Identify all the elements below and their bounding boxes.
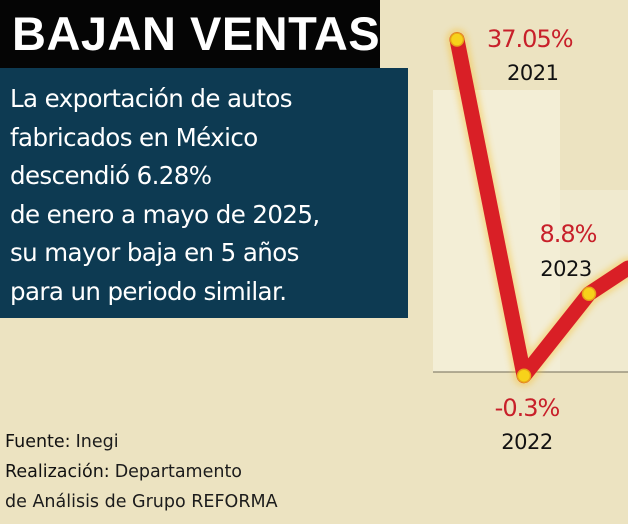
value-label-2022: -0.3%: [495, 394, 560, 422]
summary-line: descendió 6.28%: [10, 161, 212, 190]
title-box: BAJAN VENTAS: [0, 0, 380, 68]
made-line: Realización: Departamento: [5, 457, 278, 487]
data-point-2023: [581, 286, 597, 302]
summary-line: su mayor baja en 5 años: [10, 238, 299, 267]
headline: BAJAN VENTAS: [12, 7, 381, 60]
credits: Fuente: Inegi Realización: Departamento …: [5, 427, 278, 517]
data-point-2022: [516, 368, 532, 383]
year-label-2022: 2022: [501, 430, 552, 454]
summary-panel: La exportación de autos fabricados en Mé…: [0, 68, 408, 318]
value-label-2021: 37.05%: [487, 25, 573, 53]
made-label: Realización:: [5, 462, 110, 482]
value-label-2023: 8.8%: [540, 220, 597, 248]
source-value: Inegi: [75, 432, 119, 452]
series-line: [449, 32, 628, 384]
year-label-2021: 2021: [507, 61, 558, 85]
source-label: Fuente:: [5, 432, 71, 452]
made-line-2: de Análisis de Grupo REFORMA: [5, 492, 278, 512]
summary-line: para un periodo similar.: [10, 276, 287, 306]
year-label-2023: 2023: [540, 257, 591, 281]
summary-line: de enero a mayo de 2025,: [10, 199, 320, 229]
summary-text: La exportación de autos fabricados en Mé…: [10, 80, 320, 311]
made-value: Departamento: [114, 462, 243, 482]
summary-line: fabricados en México: [10, 122, 258, 152]
summary-line: La exportación de autos: [10, 84, 293, 113]
data-point-2021: [449, 32, 465, 47]
source-line: Fuente: Inegi: [5, 427, 278, 457]
